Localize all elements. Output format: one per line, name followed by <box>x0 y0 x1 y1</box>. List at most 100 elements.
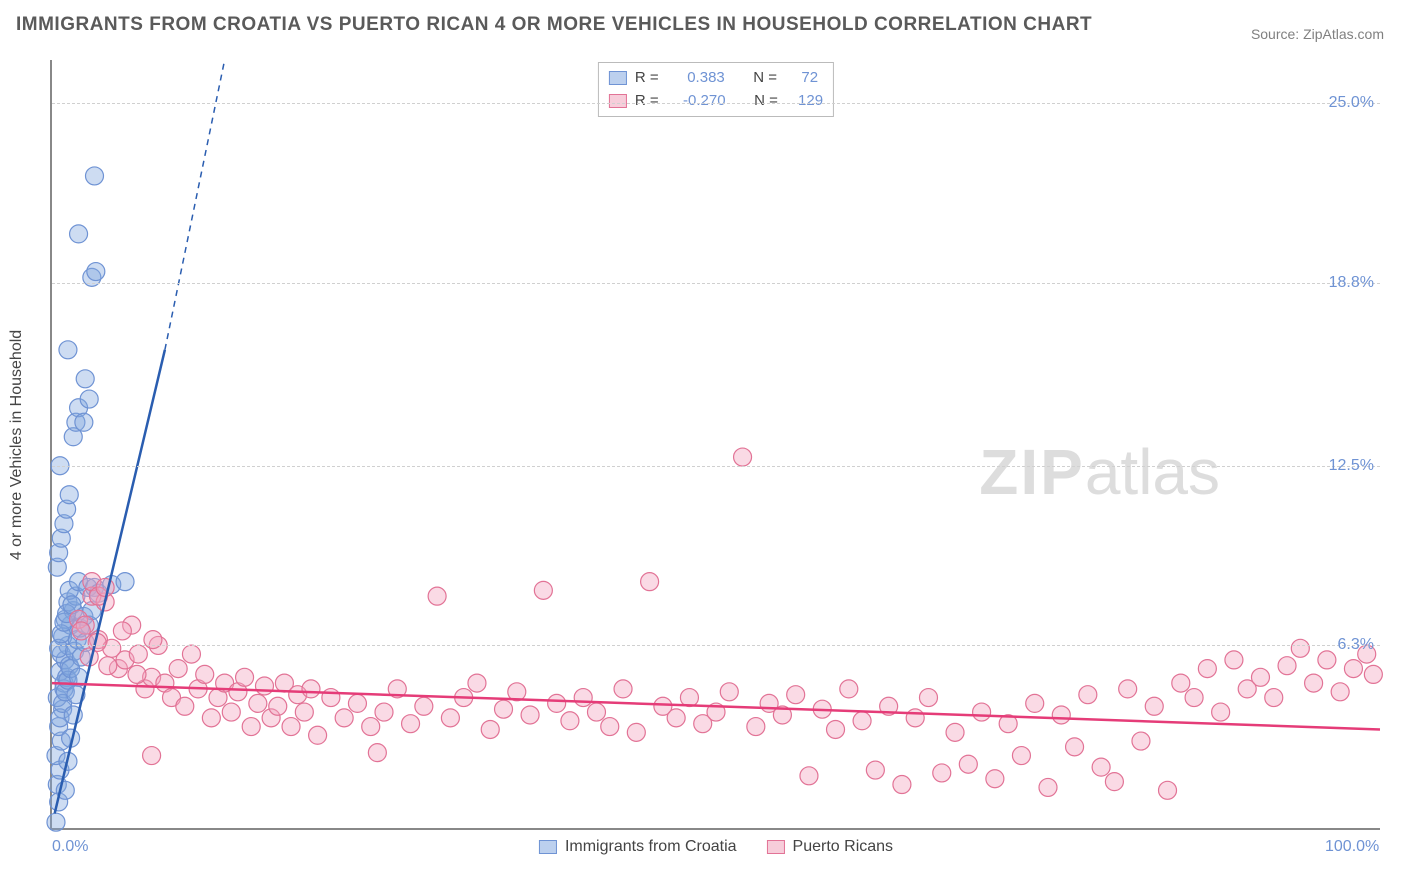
scatter-point <box>1225 651 1243 669</box>
chart-container: IMMIGRANTS FROM CROATIA VS PUERTO RICAN … <box>0 0 1406 892</box>
legend-correlation: R = 0.383 N = 72 R = -0.270 N = 129 <box>598 62 834 117</box>
scatter-point <box>787 686 805 704</box>
scatter-point <box>906 709 924 727</box>
scatter-point <box>269 697 287 715</box>
legend-swatch-series2 <box>609 94 627 108</box>
scatter-point <box>196 665 214 683</box>
legend-item-1: Immigrants from Croatia <box>539 838 737 856</box>
scatter-point <box>309 726 327 744</box>
scatter-point <box>1092 758 1110 776</box>
legend-swatch-series1 <box>609 71 627 85</box>
ytick-label: 6.3% <box>1338 636 1382 654</box>
scatter-point <box>169 660 187 678</box>
scatter-point <box>128 665 146 683</box>
legend-bottom-swatch-1 <box>539 840 557 854</box>
scatter-point <box>129 645 147 663</box>
legend-bottom-label-1: Immigrants from Croatia <box>565 838 737 856</box>
scatter-point <box>840 680 858 698</box>
scatter-point <box>495 700 513 718</box>
scatter-point <box>734 448 752 466</box>
ytick-label: 18.8% <box>1329 274 1382 292</box>
scatter-point <box>1331 683 1349 701</box>
legend-n-label2: N = <box>754 90 778 113</box>
legend-r1: 0.383 <box>687 67 725 90</box>
ytick-label: 25.0% <box>1329 94 1382 112</box>
legend-r-label2: R = <box>635 90 659 113</box>
scatter-point <box>574 689 592 707</box>
legend-n-label: N = <box>753 67 777 90</box>
legend-row-series1: R = 0.383 N = 72 <box>609 67 823 90</box>
scatter-point <box>1145 697 1163 715</box>
scatter-point <box>348 694 366 712</box>
scatter-point <box>1291 639 1309 657</box>
scatter-point <box>60 486 78 504</box>
scatter-point <box>1305 674 1323 692</box>
scatter-point <box>441 709 459 727</box>
gridline <box>52 466 1380 467</box>
scatter-point <box>1364 665 1382 683</box>
chart-title: IMMIGRANTS FROM CROATIA VS PUERTO RICAN … <box>16 14 1092 36</box>
legend-bottom-label-2: Puerto Ricans <box>793 838 894 856</box>
scatter-point <box>641 573 659 591</box>
scatter-point <box>986 770 1004 788</box>
scatter-point <box>335 709 353 727</box>
scatter-point <box>1185 689 1203 707</box>
scatter-point <box>428 587 446 605</box>
scatter-point <box>249 694 267 712</box>
scatter-point <box>827 720 845 738</box>
scatter-point <box>242 718 260 736</box>
scatter-point <box>601 718 619 736</box>
scatter-point <box>720 683 738 701</box>
scatter-point <box>933 764 951 782</box>
scatter-point <box>534 581 552 599</box>
scatter-point <box>1344 660 1362 678</box>
scatter-point <box>1198 660 1216 678</box>
xtick-label: 100.0% <box>1325 838 1379 856</box>
scatter-point <box>113 622 131 640</box>
scatter-point <box>481 720 499 738</box>
scatter-point <box>946 723 964 741</box>
scatter-point <box>959 755 977 773</box>
scatter-point <box>853 712 871 730</box>
scatter-point <box>415 697 433 715</box>
scatter-point <box>1172 674 1190 692</box>
scatter-point <box>75 413 93 431</box>
scatter-point <box>59 341 77 359</box>
scatter-point <box>587 703 605 721</box>
scatter-point <box>80 390 98 408</box>
scatter-point <box>1159 781 1177 799</box>
scatter-point <box>375 703 393 721</box>
scatter-point <box>295 703 313 721</box>
scatter-point <box>143 747 161 765</box>
scatter-point <box>747 718 765 736</box>
scatter-point <box>1318 651 1336 669</box>
scatter-point <box>919 689 937 707</box>
scatter-point <box>202 709 220 727</box>
chart-svg <box>52 60 1380 828</box>
scatter-point <box>176 697 194 715</box>
scatter-point <box>1066 738 1084 756</box>
legend-bottom-swatch-2 <box>767 840 785 854</box>
scatter-point <box>1132 732 1150 750</box>
legend-row-series2: R = -0.270 N = 129 <box>609 90 823 113</box>
scatter-point <box>182 645 200 663</box>
scatter-point <box>1026 694 1044 712</box>
scatter-point <box>302 680 320 698</box>
scatter-point <box>362 718 380 736</box>
legend-r-label: R = <box>635 67 659 90</box>
scatter-point <box>87 263 105 281</box>
scatter-point <box>667 709 685 727</box>
scatter-point <box>614 680 632 698</box>
scatter-point <box>800 767 818 785</box>
scatter-point <box>1012 747 1030 765</box>
scatter-point <box>1212 703 1230 721</box>
scatter-point <box>47 813 65 831</box>
plot-area: ZIPatlas R = 0.383 N = 72 R = -0.270 <box>50 60 1380 830</box>
legend-n1: 72 <box>801 67 818 90</box>
scatter-point <box>893 776 911 794</box>
scatter-point <box>1265 689 1283 707</box>
scatter-point <box>236 668 254 686</box>
scatter-point <box>866 761 884 779</box>
legend-series: Immigrants from Croatia Puerto Ricans <box>539 838 893 856</box>
scatter-point <box>1251 668 1269 686</box>
